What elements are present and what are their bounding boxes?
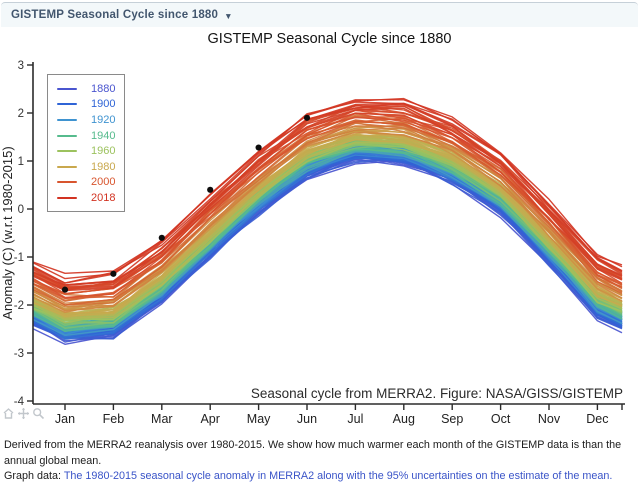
- legend-swatch: [57, 165, 77, 168]
- caption-line2: Graph data: The 1980-2015 seasonal cycle…: [4, 469, 639, 485]
- observed-2018-dots: [61, 114, 311, 293]
- legend-entry-1900: 1900: [57, 97, 115, 113]
- year-line-2017: [32, 99, 623, 274]
- dot-2018-Jan: [61, 286, 69, 293]
- legend-swatch: [57, 103, 77, 106]
- y-tick-label: 0: [18, 204, 24, 216]
- year-line-2014: [32, 102, 623, 286]
- year-line-2016: [32, 97, 623, 280]
- legend-swatch: [57, 118, 77, 121]
- y-tick-label: 1: [18, 156, 24, 168]
- x-tick-label: Mar: [151, 412, 173, 426]
- x-tick-label: Sep: [441, 412, 463, 426]
- chevron-down-icon: ▼: [224, 10, 233, 21]
- y-tick-label: 2: [18, 108, 24, 120]
- home-icon[interactable]: [2, 407, 15, 420]
- chart-legend: 1880 1900 1920 1940 1960 1980 2000 2018: [47, 74, 126, 212]
- y-tick-label: -3: [14, 348, 24, 360]
- x-tick-label: Jan: [55, 412, 75, 426]
- legend-label: 2000: [91, 176, 116, 189]
- dot-2018-May: [255, 144, 262, 151]
- legend-swatch: [57, 134, 77, 137]
- x-tick-label: Oct: [491, 412, 511, 426]
- year-line-1993: [32, 122, 623, 306]
- x-tick-label: Apr: [200, 412, 219, 426]
- year-line-1891: [32, 157, 623, 340]
- year-lines: [32, 97, 623, 345]
- year-line-1978: [32, 139, 623, 317]
- zoom-icon[interactable]: [32, 407, 45, 420]
- legend-entry-1940: 1940: [57, 128, 115, 144]
- caption-line1: Derived from the MERRA2 reanalysis over …: [4, 439, 622, 467]
- y-tick-label: -1: [14, 252, 24, 264]
- legend-swatch: [57, 181, 77, 184]
- x-tick-label: May: [247, 412, 271, 426]
- legend-label: 1900: [91, 98, 116, 111]
- axes: [27, 62, 625, 410]
- legend-label: 1940: [91, 129, 116, 142]
- legend-swatch: [57, 87, 77, 90]
- year-line-1970: [32, 138, 623, 319]
- x-tick-label: Aug: [393, 412, 415, 426]
- x-tick-label: Dec: [586, 412, 608, 426]
- legend-label: 1920: [91, 113, 116, 126]
- legend-entry-1920: 1920: [57, 112, 115, 128]
- y-tick-label: -4: [14, 396, 25, 408]
- x-tick-label: Feb: [103, 412, 125, 426]
- legend-entry-1980: 1980: [57, 159, 115, 175]
- legend-entry-1960: 1960: [57, 143, 115, 159]
- legend-entry-2000: 2000: [57, 175, 115, 191]
- legend-entry-2018: 2018: [57, 190, 115, 206]
- legend-label: 1960: [91, 145, 116, 158]
- x-tick-label: Nov: [538, 412, 561, 426]
- year-line-1914: [32, 154, 623, 334]
- y-axis-label: Anomaly (C) (w.r.t 1980-2015): [0, 146, 15, 319]
- legend-swatch: [57, 150, 77, 153]
- legend-entry-1880: 1880: [57, 81, 115, 97]
- caption: Derived from the MERRA2 reanalysis over …: [4, 438, 639, 485]
- y-tick-label: -2: [14, 300, 24, 312]
- dot-2018-Feb: [110, 270, 117, 277]
- chart-annotation: Seasonal cycle from MERRA2. Figure: NASA…: [251, 386, 623, 401]
- legend-swatch: [57, 196, 77, 199]
- dot-2018-Jun: [303, 114, 311, 121]
- plot-toolbar: [2, 407, 45, 420]
- year-line-1979: [32, 134, 623, 316]
- dot-2018-Apr: [207, 186, 214, 193]
- chart-selector-label: GISTEMP Seasonal Cycle since 1880: [11, 9, 219, 21]
- legend-label: 2018: [91, 191, 116, 204]
- seasonal-cycle-chart: 3 2 1 0 -1 -2 -3 -4 Jan Feb Mar Apr May Jun Jul Aug Sep O…: [0, 55, 639, 432]
- legend-label: 1880: [91, 82, 116, 95]
- pan-icon[interactable]: [17, 407, 30, 420]
- chart-selector-dropdown[interactable]: GISTEMP Seasonal Cycle since 1880 ▼: [1, 2, 638, 27]
- y-tick-label: 3: [18, 60, 24, 72]
- year-line-1989: [32, 127, 623, 312]
- legend-label: 1980: [91, 160, 116, 173]
- dot-2018-Mar: [158, 234, 165, 241]
- x-tick-label: Jul: [347, 412, 363, 426]
- page-title: GISTEMP Seasonal Cycle since 1880: [207, 31, 452, 47]
- x-tick-label: Jun: [297, 412, 317, 426]
- year-line-2011: [32, 107, 623, 292]
